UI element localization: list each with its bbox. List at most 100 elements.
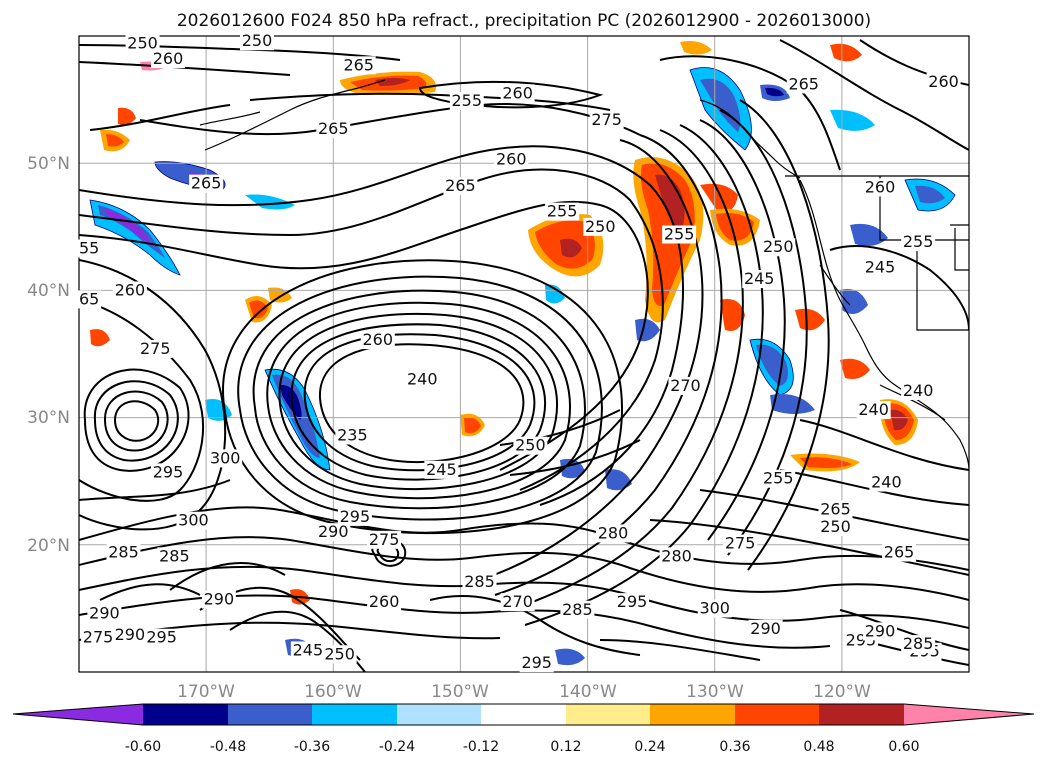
colorbar-tick-label: 0.12 <box>550 739 581 755</box>
lon-label-160w: 160°W <box>304 682 362 702</box>
colorbar-segment <box>143 704 228 725</box>
colorbar-segment <box>397 704 481 725</box>
contour-label: 260 <box>928 72 959 91</box>
contour-label-bg <box>189 174 224 193</box>
contour-label: 285 <box>108 543 139 562</box>
contour-label-bg <box>519 654 554 673</box>
contour-label-bg <box>863 258 897 277</box>
contour-label-bg <box>856 401 891 420</box>
contour-label: 250 <box>515 436 546 455</box>
contour-label-bg <box>662 225 697 244</box>
contour-label: 285 <box>903 634 934 653</box>
contour-label-bg <box>316 119 351 138</box>
contour-label: 275 <box>83 628 114 647</box>
contour-label: 265 <box>318 119 349 138</box>
contour-label-bg <box>545 202 580 221</box>
contour-label-bg <box>500 84 535 103</box>
contour-label: 260 <box>369 592 400 611</box>
contour-label: 275 <box>369 530 400 549</box>
contour-label: 255 <box>452 91 483 110</box>
contour-label-bg <box>424 460 459 479</box>
lon-label-170w: 170°W <box>177 682 235 702</box>
contour-label-bg <box>901 635 936 654</box>
contour-label: 290 <box>750 619 781 638</box>
contour-label: 290 <box>318 522 349 541</box>
colorbar-segment <box>481 704 566 725</box>
contour-label: 240 <box>407 370 438 389</box>
contour-label-bg <box>589 111 624 130</box>
colorbar-segment <box>13 704 143 725</box>
lon-label-120w: 120°W <box>813 682 871 702</box>
contour-label-bg <box>901 381 936 400</box>
contour-label: 265 <box>445 176 476 195</box>
contour-label-bg <box>151 49 185 68</box>
contour-label-bg <box>869 473 904 492</box>
contour-label-bg <box>462 572 497 591</box>
contour-label: 260 <box>502 83 533 102</box>
contour-label-bg <box>341 56 376 75</box>
plot-background <box>79 36 969 672</box>
contour-label: 260 <box>115 280 146 299</box>
precipitation-shading <box>85 41 956 666</box>
contour-label-bg <box>901 233 936 252</box>
contour-label-bg <box>87 604 122 623</box>
contour-label: 245 <box>744 269 775 288</box>
contour-label-bg <box>322 645 357 664</box>
contour-label-bg <box>513 436 548 455</box>
contour-label-bg <box>449 91 484 110</box>
contour-label-bg <box>748 619 783 638</box>
contour-label-bg <box>208 449 243 468</box>
colorbar-segment <box>819 704 904 725</box>
colorbar-tick-label: -0.12 <box>463 739 499 755</box>
contour-label: 275 <box>725 534 756 553</box>
contour-label-bg <box>583 217 618 236</box>
contour-label: 265 <box>343 55 374 74</box>
contour-label-bg <box>659 547 694 566</box>
contour-label: 290 <box>115 625 146 644</box>
lon-label-130w: 130°W <box>686 682 744 702</box>
colorbar: -0.60 -0.48 -0.36 -0.24 -0.12 0.12 0.24 … <box>12 703 1035 755</box>
contour-label-bg <box>818 500 853 519</box>
contour-label-bg <box>77 239 102 258</box>
contour-label-bg <box>360 331 395 350</box>
contour-label: 265 <box>191 174 222 193</box>
contour-label: 285 <box>562 600 593 619</box>
contour-label-bg <box>290 641 325 660</box>
contour-label: 265 <box>884 543 915 562</box>
contour-label-bg <box>697 599 732 618</box>
contour-label: 260 <box>865 177 896 196</box>
contour-label: 290 <box>865 621 896 640</box>
contour-label: 250 <box>820 517 851 536</box>
contour-label-bg <box>240 32 274 51</box>
contour-label: 240 <box>871 473 902 492</box>
contour-label-bg <box>786 75 821 94</box>
contour-label: 300 <box>210 448 241 467</box>
contour-label: 250 <box>324 644 355 663</box>
contour-label-bg <box>138 340 173 358</box>
lat-label-50: 50°N <box>27 154 70 174</box>
contour-label-bg <box>500 593 535 612</box>
contour-label: 65 <box>79 289 99 308</box>
lon-label-150w: 150°W <box>431 682 489 702</box>
contour-label-bg <box>560 600 595 619</box>
contour-label: 295 <box>521 653 552 672</box>
colorbar-segment <box>904 704 1034 725</box>
colorbar-segment <box>228 704 312 725</box>
contour-label: 250 <box>242 31 273 50</box>
contour-label: 245 <box>426 460 457 479</box>
colorbar-tick-label: 0.24 <box>634 739 665 755</box>
contour-label: 260 <box>153 49 184 68</box>
contour-label-bg <box>818 518 853 537</box>
contour-label-bg <box>863 622 897 641</box>
contour-label-bg <box>761 469 796 488</box>
contour-label-bg <box>367 593 402 612</box>
colorbar-tick-label: -0.48 <box>210 739 246 755</box>
contour-label-bg <box>77 290 102 309</box>
contour-label-bg <box>723 534 758 553</box>
colorbar-tick-label: -0.36 <box>294 739 330 755</box>
gridlines <box>79 36 969 672</box>
contour-label-bg <box>405 370 440 389</box>
lon-label-140w: 140°W <box>559 682 617 702</box>
contour-label-bg <box>176 511 211 530</box>
